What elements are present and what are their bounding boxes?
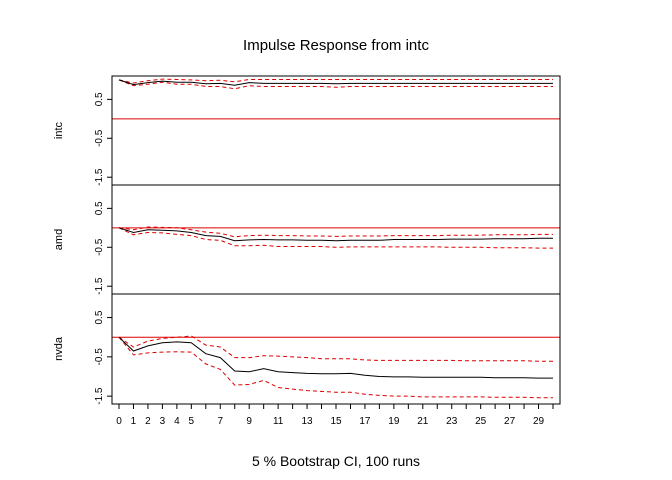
y-tick-label-intc: 0.5 (94, 92, 105, 106)
x-tick-label: 9 (246, 416, 252, 427)
y-tick-label-intc: -0.5 (94, 129, 105, 147)
y-tick-label-nvda: 0.5 (94, 310, 105, 324)
upper-ci-line-intc (118, 78, 553, 84)
y-tick-label-intc: -1.5 (94, 168, 105, 186)
x-axis: 0 1 2 3 4 5 7 9 11 13 15 17 19 21 23 25 27 29 (116, 403, 554, 427)
panel-label-amd: amd (53, 229, 65, 250)
x-tick-label: 29 (533, 416, 545, 427)
upper-ci-line-amd (118, 226, 553, 238)
panel-nvda: 0.5 -0.5 -1.5 nvda (53, 293, 561, 405)
panel-label-intc: intc (53, 121, 65, 139)
y-tick-label-amd: -1.5 (94, 277, 105, 295)
panel-label-nvda: nvda (53, 336, 65, 361)
x-tick-label: 0 (116, 416, 122, 427)
x-tick-label: 2 (145, 416, 151, 427)
x-tick-label: 25 (475, 416, 487, 427)
upper-ci-line-nvda (118, 335, 553, 362)
panel-frame-intc (111, 75, 561, 186)
x-tick-label: 13 (302, 416, 314, 427)
lower-ci-line-nvda (118, 336, 553, 399)
x-tick-label: 5 (189, 416, 195, 427)
panel-frame-amd (111, 184, 561, 295)
y-tick-label-nvda: -0.5 (94, 348, 105, 366)
x-tick-label: 7 (217, 416, 223, 427)
x-tick-label: 11 (273, 416, 284, 427)
lower-ci-line-intc (118, 79, 553, 90)
x-tick-label: 19 (388, 416, 400, 427)
y-tick-label-amd: 0.5 (94, 201, 105, 215)
panels-group: 0.5 -0.5 -1.5 intc 0.5 -0.5 -1.5 amd 0.5 -0.5 -1.5… (53, 75, 561, 405)
response-line-intc (118, 79, 553, 86)
x-axis-label: 5 % Bootstrap CI, 100 runs (252, 453, 420, 469)
x-tick-label: 23 (446, 416, 458, 427)
x-tick-label: 4 (174, 416, 180, 427)
x-tick-label: 27 (504, 416, 516, 427)
response-line-amd (118, 227, 553, 242)
y-tick-label-nvda: -1.5 (94, 387, 105, 405)
response-line-nvda (118, 336, 553, 379)
y-tick-label-amd: -0.5 (94, 238, 105, 256)
panel-amd: 0.5 -0.5 -1.5 amd (53, 184, 561, 295)
x-tick-label: 3 (160, 416, 166, 427)
x-tick-label: 1 (131, 416, 137, 427)
lower-ci-line-amd (118, 227, 553, 249)
x-tick-label: 17 (359, 416, 371, 427)
x-tick-label: 21 (417, 416, 429, 427)
x-tick-label: 15 (330, 416, 342, 427)
panel-intc: 0.5 -0.5 -1.5 intc (53, 75, 561, 186)
panel-frame-nvda (111, 293, 561, 405)
chart-title: Impulse Response from intc (243, 37, 429, 54)
